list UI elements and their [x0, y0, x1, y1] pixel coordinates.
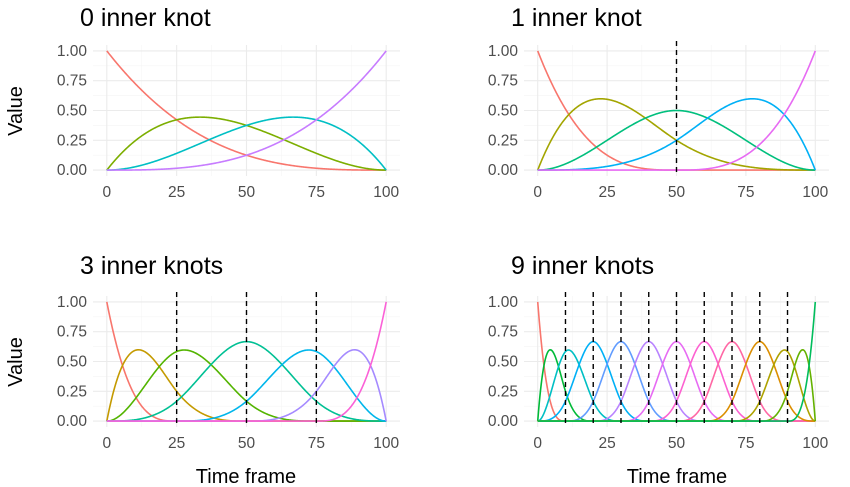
x-tick-label: 100 — [373, 184, 399, 201]
y-tick-label: 0.25 — [57, 383, 87, 400]
x-tick-label: 75 — [737, 184, 754, 201]
y-tick-label: 0.00 — [57, 413, 88, 430]
y-tick-label: 0.50 — [488, 354, 519, 371]
panel-2: 1 inner knot 0 25 50 75 100 0.00 0.25 0.50 0.75 1.… — [488, 4, 829, 201]
y-tick-label: 0.00 — [488, 162, 519, 179]
y-tick-label: 0.50 — [488, 103, 519, 120]
basis-curve-3 — [537, 109, 816, 171]
panel-title: 0 inner knot — [80, 4, 211, 32]
y-axis-title-top: Value — [5, 86, 27, 136]
y-tick-label: 0.00 — [488, 413, 519, 430]
y-tick-label: 0.50 — [57, 103, 88, 120]
panels: 0 inner knot 0 25 50 75 100 0.00 0.25 0.50 0.75 1.… — [57, 4, 829, 452]
x-tick-label: 25 — [598, 435, 615, 452]
panel-1: 0 inner knot 0 25 50 75 100 0.00 0.25 0.50 0.75 1.… — [57, 4, 400, 201]
panel-title: 3 inner knots — [80, 252, 223, 280]
basis-curve-4 — [106, 50, 387, 171]
x-tick-label: 100 — [373, 435, 399, 452]
x-tick-label: 75 — [308, 184, 325, 201]
panel-title: 1 inner knot — [511, 4, 642, 32]
x-tick-label: 25 — [168, 435, 185, 452]
x-tick-label: 25 — [168, 184, 185, 201]
x-axis-title-left: Time frame — [196, 466, 296, 487]
y-tick-label: 0.75 — [57, 324, 87, 341]
x-axis-title-right: Time frame — [627, 466, 727, 487]
x-tick-label: 0 — [533, 184, 542, 201]
y-tick-label: 0.75 — [488, 73, 518, 90]
x-tick-label: 100 — [802, 435, 828, 452]
x-tick-label: 0 — [103, 435, 112, 452]
x-tick-label: 100 — [802, 184, 828, 201]
y-tick-label: 0.75 — [57, 73, 87, 90]
x-tick-label: 0 — [533, 435, 542, 452]
x-tick-label: 50 — [238, 435, 256, 452]
x-tick-label: 0 — [103, 184, 112, 201]
y-tick-label: 1.00 — [57, 43, 88, 60]
y-tick-label: 0.75 — [488, 324, 518, 341]
y-tick-label: 0.00 — [57, 162, 88, 179]
x-tick-label: 50 — [668, 435, 686, 452]
y-tick-label: 1.00 — [488, 294, 519, 311]
x-tick-label: 75 — [308, 435, 325, 452]
y-tick-label: 1.00 — [57, 294, 88, 311]
y-tick-label: 0.50 — [57, 354, 88, 371]
panel-3: 3 inner knots 0 25 50 75 100 0.00 0.25 0.50 0.75 1… — [57, 252, 400, 452]
y-tick-label: 0.25 — [57, 132, 87, 149]
x-tick-label: 75 — [737, 435, 754, 452]
x-tick-label: 50 — [238, 184, 256, 201]
panel-title: 9 inner knots — [511, 252, 654, 280]
x-tick-label: 50 — [668, 184, 686, 201]
y-tick-label: 0.25 — [488, 383, 518, 400]
y-tick-label: 1.00 — [488, 43, 519, 60]
y-tick-label: 0.25 — [488, 132, 518, 149]
panel-4: 9 inner knots 0 25 50 75 100 0.00 0.25 0.50 0.75 1… — [488, 252, 829, 452]
basis-curve-3 — [106, 116, 387, 171]
x-tick-label: 25 — [598, 184, 615, 201]
y-axis-title-bottom: Value — [5, 337, 27, 387]
